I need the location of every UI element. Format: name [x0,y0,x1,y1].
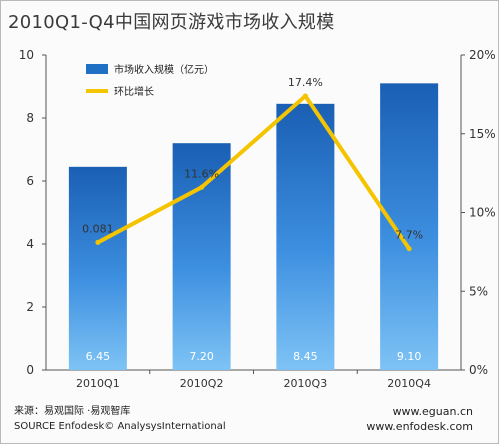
y-right-tick-label: 0% [469,363,488,377]
y-left-tick-label: 6 [26,174,34,188]
footer-urls: www.eguan.cn www.enfodesk.com [366,404,473,434]
y-left-tick-label: 8 [26,111,34,125]
footer-source-cn: 来源：易观国际 ·易观智库 [14,406,131,417]
growth-data-label: 11.6% [184,167,219,180]
growth-data-label: 7.7% [395,229,423,242]
legend-swatch-bar [86,64,108,74]
growth-point [199,184,205,190]
growth-data-label: 0.081 [82,222,114,235]
y-right-tick-label: 20% [469,48,496,62]
growth-point [95,239,101,245]
bar [380,83,439,370]
y-left-tick-label: 0 [26,363,34,377]
x-tick-label: 2010Q4 [387,377,431,390]
bar [172,143,231,370]
footer-source-en: SOURCE Enfodesk© AnalysysInternational [14,421,226,432]
legend-label-line: 环比增长 [114,85,154,98]
footer-url-enfodesk: www.enfodesk.com [366,420,473,433]
bar [68,166,127,370]
y-right-tick-label: 10% [469,206,496,220]
growth-point [302,93,308,99]
x-tick-label: 2010Q2 [180,377,224,390]
bar-data-label: 9.10 [397,350,422,363]
footer-source: 来源：易观国际 ·易观智库 SOURCE Enfodesk© AnalysysI… [14,404,226,434]
footer-url-eguan: www.eguan.cn [392,405,473,418]
y-right-tick-label: 5% [469,284,488,298]
chart-title: 2010Q1-Q4中国网页游戏市场收入规模 [8,12,335,33]
y-left-tick-label: 2 [26,300,34,314]
bar-data-label: 6.45 [86,350,111,363]
growth-line [96,93,411,250]
y-left-tick-label: 10 [19,48,34,62]
growth-data-label: 17.4% [288,76,323,89]
bar-data-label: 7.20 [189,350,214,363]
x-tick-label: 2010Q1 [76,377,120,390]
x-tick-label: 2010Q3 [284,377,328,390]
legend-label-bar: 市场收入规模（亿元） [114,63,214,76]
bar [276,103,335,370]
bar-data-label: 8.45 [293,350,318,363]
plot-area: 0 2 4 6 8 10 0% 5% 10% 15% 20% 2010Q1 2010Q2 2010Q3 20… [19,48,496,390]
y-right-tick-label: 15% [469,127,496,141]
y-left-tick-label: 4 [26,237,34,251]
growth-point [406,246,412,252]
